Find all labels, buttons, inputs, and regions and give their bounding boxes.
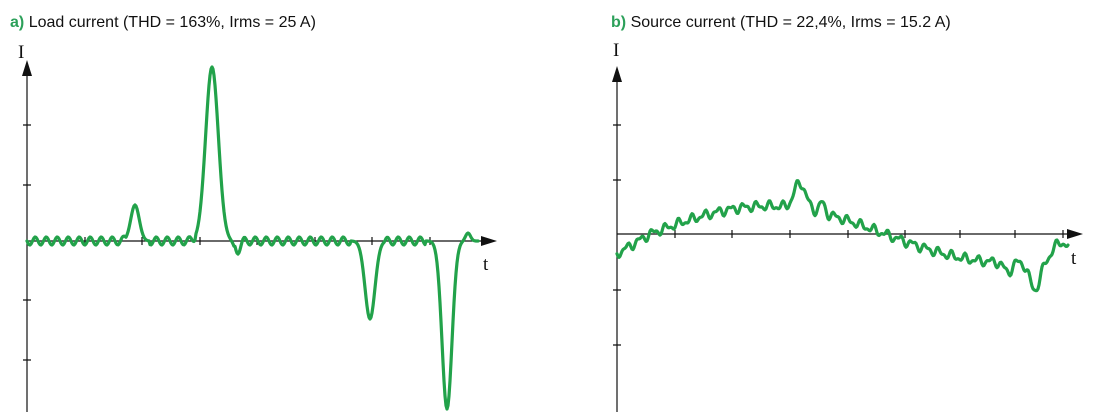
axes-b: I t [612,40,1083,412]
axes-a: I t [18,42,497,412]
arrow [22,60,32,76]
x-axis-label: t [483,254,489,275]
x-axis-label: t [1071,248,1077,269]
y-axis-label: I [18,42,24,63]
panel-title: a) Load current (THD = 163%, Irms = 25 A… [10,14,316,31]
panel-letter: b) [611,14,626,31]
waveform [615,179,1070,293]
arrow [1067,229,1083,239]
panel-text: Load current (THD = 163%, Irms = 25 A) [29,14,316,31]
panel-title: b) Source current (THD = 22,4%, Irms = 1… [611,14,951,31]
arrow [481,236,497,246]
waveform [25,65,480,411]
panel-letter: a) [10,14,24,31]
y-axis-label: I [613,40,619,61]
panel-text: Source current (THD = 22,4%, Irms = 15.2… [631,14,951,31]
ticks [613,124,1064,346]
arrow [612,66,622,82]
